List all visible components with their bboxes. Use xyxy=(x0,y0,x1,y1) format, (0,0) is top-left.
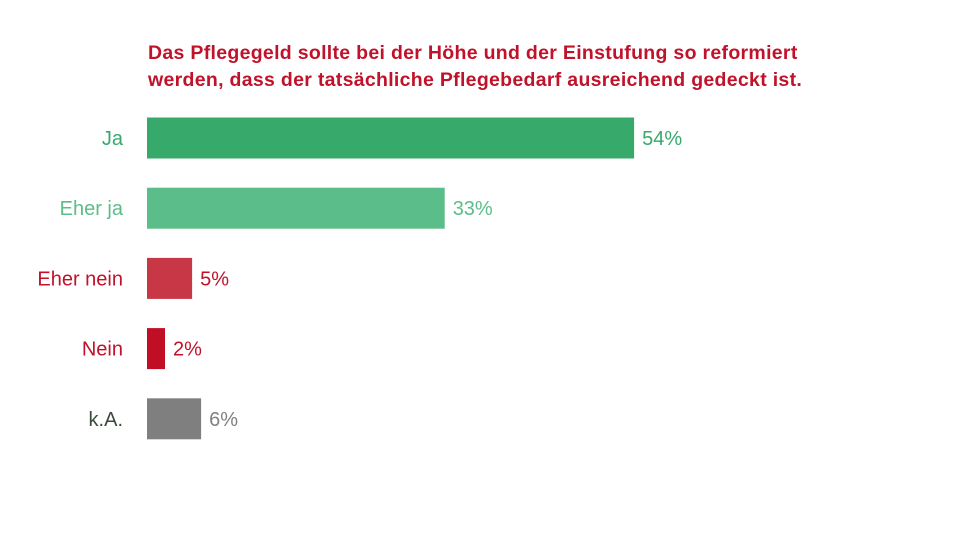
chart-title-line-2: werden, dass der tatsächliche Pflegebeda… xyxy=(148,69,803,91)
value-label-0: 54% xyxy=(642,128,682,150)
bar-1 xyxy=(147,187,445,229)
category-label-3: Nein xyxy=(82,339,123,361)
bar-0 xyxy=(147,117,635,159)
category-label-2: Eher nein xyxy=(37,268,123,290)
value-label-2: 5% xyxy=(200,268,229,290)
value-label-3: 2% xyxy=(173,339,202,361)
value-label-1: 33% xyxy=(453,198,493,220)
value-label-4: 6% xyxy=(209,409,238,431)
bar-4 xyxy=(147,398,202,440)
category-label-1: Eher ja xyxy=(60,198,124,220)
category-label-0: Ja xyxy=(102,128,124,150)
chart-title-line-1: Das Pflegegeld sollte bei der Höhe und d… xyxy=(148,42,798,64)
bar-2 xyxy=(147,257,193,299)
bar-3 xyxy=(147,328,165,370)
category-label-4: k.A. xyxy=(89,409,123,431)
chart-title: Das Pflegegeld sollte bei der Höhe und d… xyxy=(148,40,908,94)
